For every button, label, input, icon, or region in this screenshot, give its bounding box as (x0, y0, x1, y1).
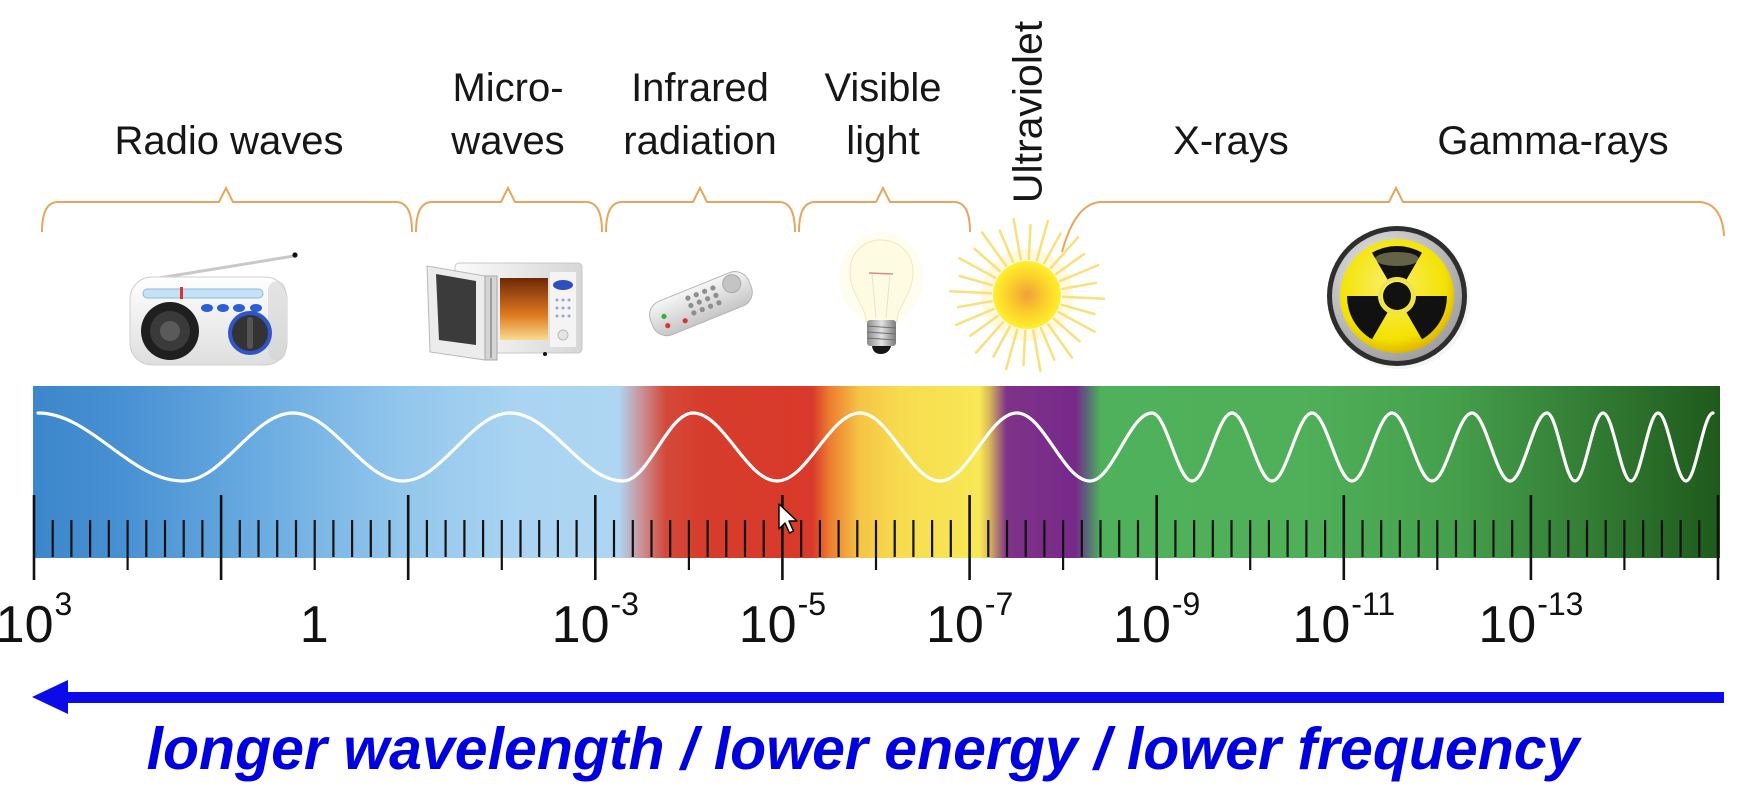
sun-ray (958, 256, 997, 280)
tick-label-base: 10 (925, 596, 984, 654)
sun-ray (973, 247, 1002, 273)
tick-label: 103 (0, 586, 72, 657)
brace-visible-light (798, 185, 971, 233)
tick-label-base: 10 (738, 596, 797, 654)
sun-ray (1027, 223, 1032, 261)
axis-ticks (32, 495, 1720, 580)
arrow-left-icon (32, 680, 68, 714)
sun-ray (974, 320, 1005, 354)
light-bulb-icon (839, 232, 923, 354)
tick-label: 10-5 (738, 586, 826, 657)
label-x-rays-text: X-rays (1173, 119, 1289, 163)
brace-microwaves (415, 185, 603, 233)
tick-label-base: 10 (0, 596, 54, 654)
sun-ray (1004, 328, 1019, 371)
direction-caption: longer wavelength / lower energy / lower… (146, 716, 1580, 782)
sun-ray (958, 274, 994, 287)
tick-label-base: 1 (299, 596, 329, 654)
tick-label: 10-7 (925, 586, 1013, 657)
label-microwaves-line2: waves (451, 119, 565, 163)
tick-label-base: 10 (1292, 596, 1351, 654)
sun-ray (1022, 329, 1027, 367)
sun-ray (1058, 263, 1100, 283)
wave-curve (36, 411, 1715, 483)
sun-ray (1042, 232, 1062, 265)
label-microwaves: Micro- waves (451, 62, 564, 168)
label-radio-waves: Radio waves (114, 115, 343, 168)
tick-label-exponent: -3 (610, 586, 639, 622)
radio-icon (129, 252, 298, 366)
brace-infrared (605, 185, 796, 233)
sun-ray (992, 325, 1012, 358)
sun-ray (1039, 326, 1056, 361)
sun-ray (1031, 329, 1042, 373)
tick-label-exponent: -7 (984, 586, 1014, 622)
label-gamma-rays-text: Gamma-rays (1437, 119, 1669, 163)
tick-label: 1 (300, 599, 330, 657)
sun-ray (954, 307, 996, 327)
label-infrared-line1: Infrared (631, 66, 769, 110)
label-gamma-rays: Gamma-rays (1437, 115, 1668, 168)
label-microwaves-line1: Micro- (452, 66, 564, 110)
label-radio-waves-text: Radio waves (114, 119, 344, 163)
label-visible-line1: Visible (824, 66, 942, 110)
sun-ray (1054, 252, 1086, 276)
tick-label: 10-3 (551, 586, 639, 657)
tick-label-base: 10 (1113, 596, 1171, 654)
sun-icon (948, 217, 1106, 373)
tick-label-exponent: -13 (1537, 586, 1584, 622)
tick-label-base: 10 (551, 596, 610, 654)
sun-ray (1012, 217, 1023, 261)
sun-ray (1061, 281, 1098, 291)
microwave-oven-icon (426, 262, 583, 361)
label-infrared-line2: radiation (623, 119, 777, 163)
sun-ray (1060, 303, 1096, 316)
label-infrared: Infrared radiation (623, 62, 776, 168)
tick-label: 10-13 (1478, 586, 1583, 657)
sun-ray (1061, 295, 1106, 301)
tick-label: 10-11 (1292, 586, 1395, 657)
tick-label: 10-9 (1113, 586, 1200, 657)
sun-ray (948, 289, 993, 295)
sun-ray (1049, 236, 1080, 270)
label-visible-line2: light (846, 119, 920, 163)
sun-ray (998, 229, 1015, 264)
sun-ray (968, 314, 1000, 338)
label-visible-light: Visible light (824, 62, 941, 168)
label-ultraviolet: Ultraviolet (1004, 20, 1051, 204)
sun-ray (1052, 317, 1081, 343)
tick-label-exponent: -5 (797, 586, 827, 622)
tick-label-exponent: -9 (1171, 586, 1201, 622)
sun-ray (1046, 322, 1074, 359)
brace-xrays-gamma (1061, 185, 1725, 253)
label-x-rays: X-rays (1173, 115, 1289, 168)
sun-ray (956, 299, 993, 309)
brace-radio-waves (41, 185, 413, 233)
sun-ray (1057, 310, 1096, 334)
remote-control-icon (649, 271, 753, 337)
tick-label-base: 10 (1478, 596, 1537, 654)
sun-ray (980, 231, 1008, 268)
direction-arrow (32, 680, 1724, 714)
sun-ray (1035, 219, 1050, 262)
radiation-symbol-icon (1327, 226, 1470, 369)
tick-label-exponent: 3 (54, 586, 73, 622)
region-braces (41, 185, 1725, 253)
tick-label-exponent: -11 (1351, 586, 1396, 622)
mouse-cursor-icon (778, 503, 798, 534)
